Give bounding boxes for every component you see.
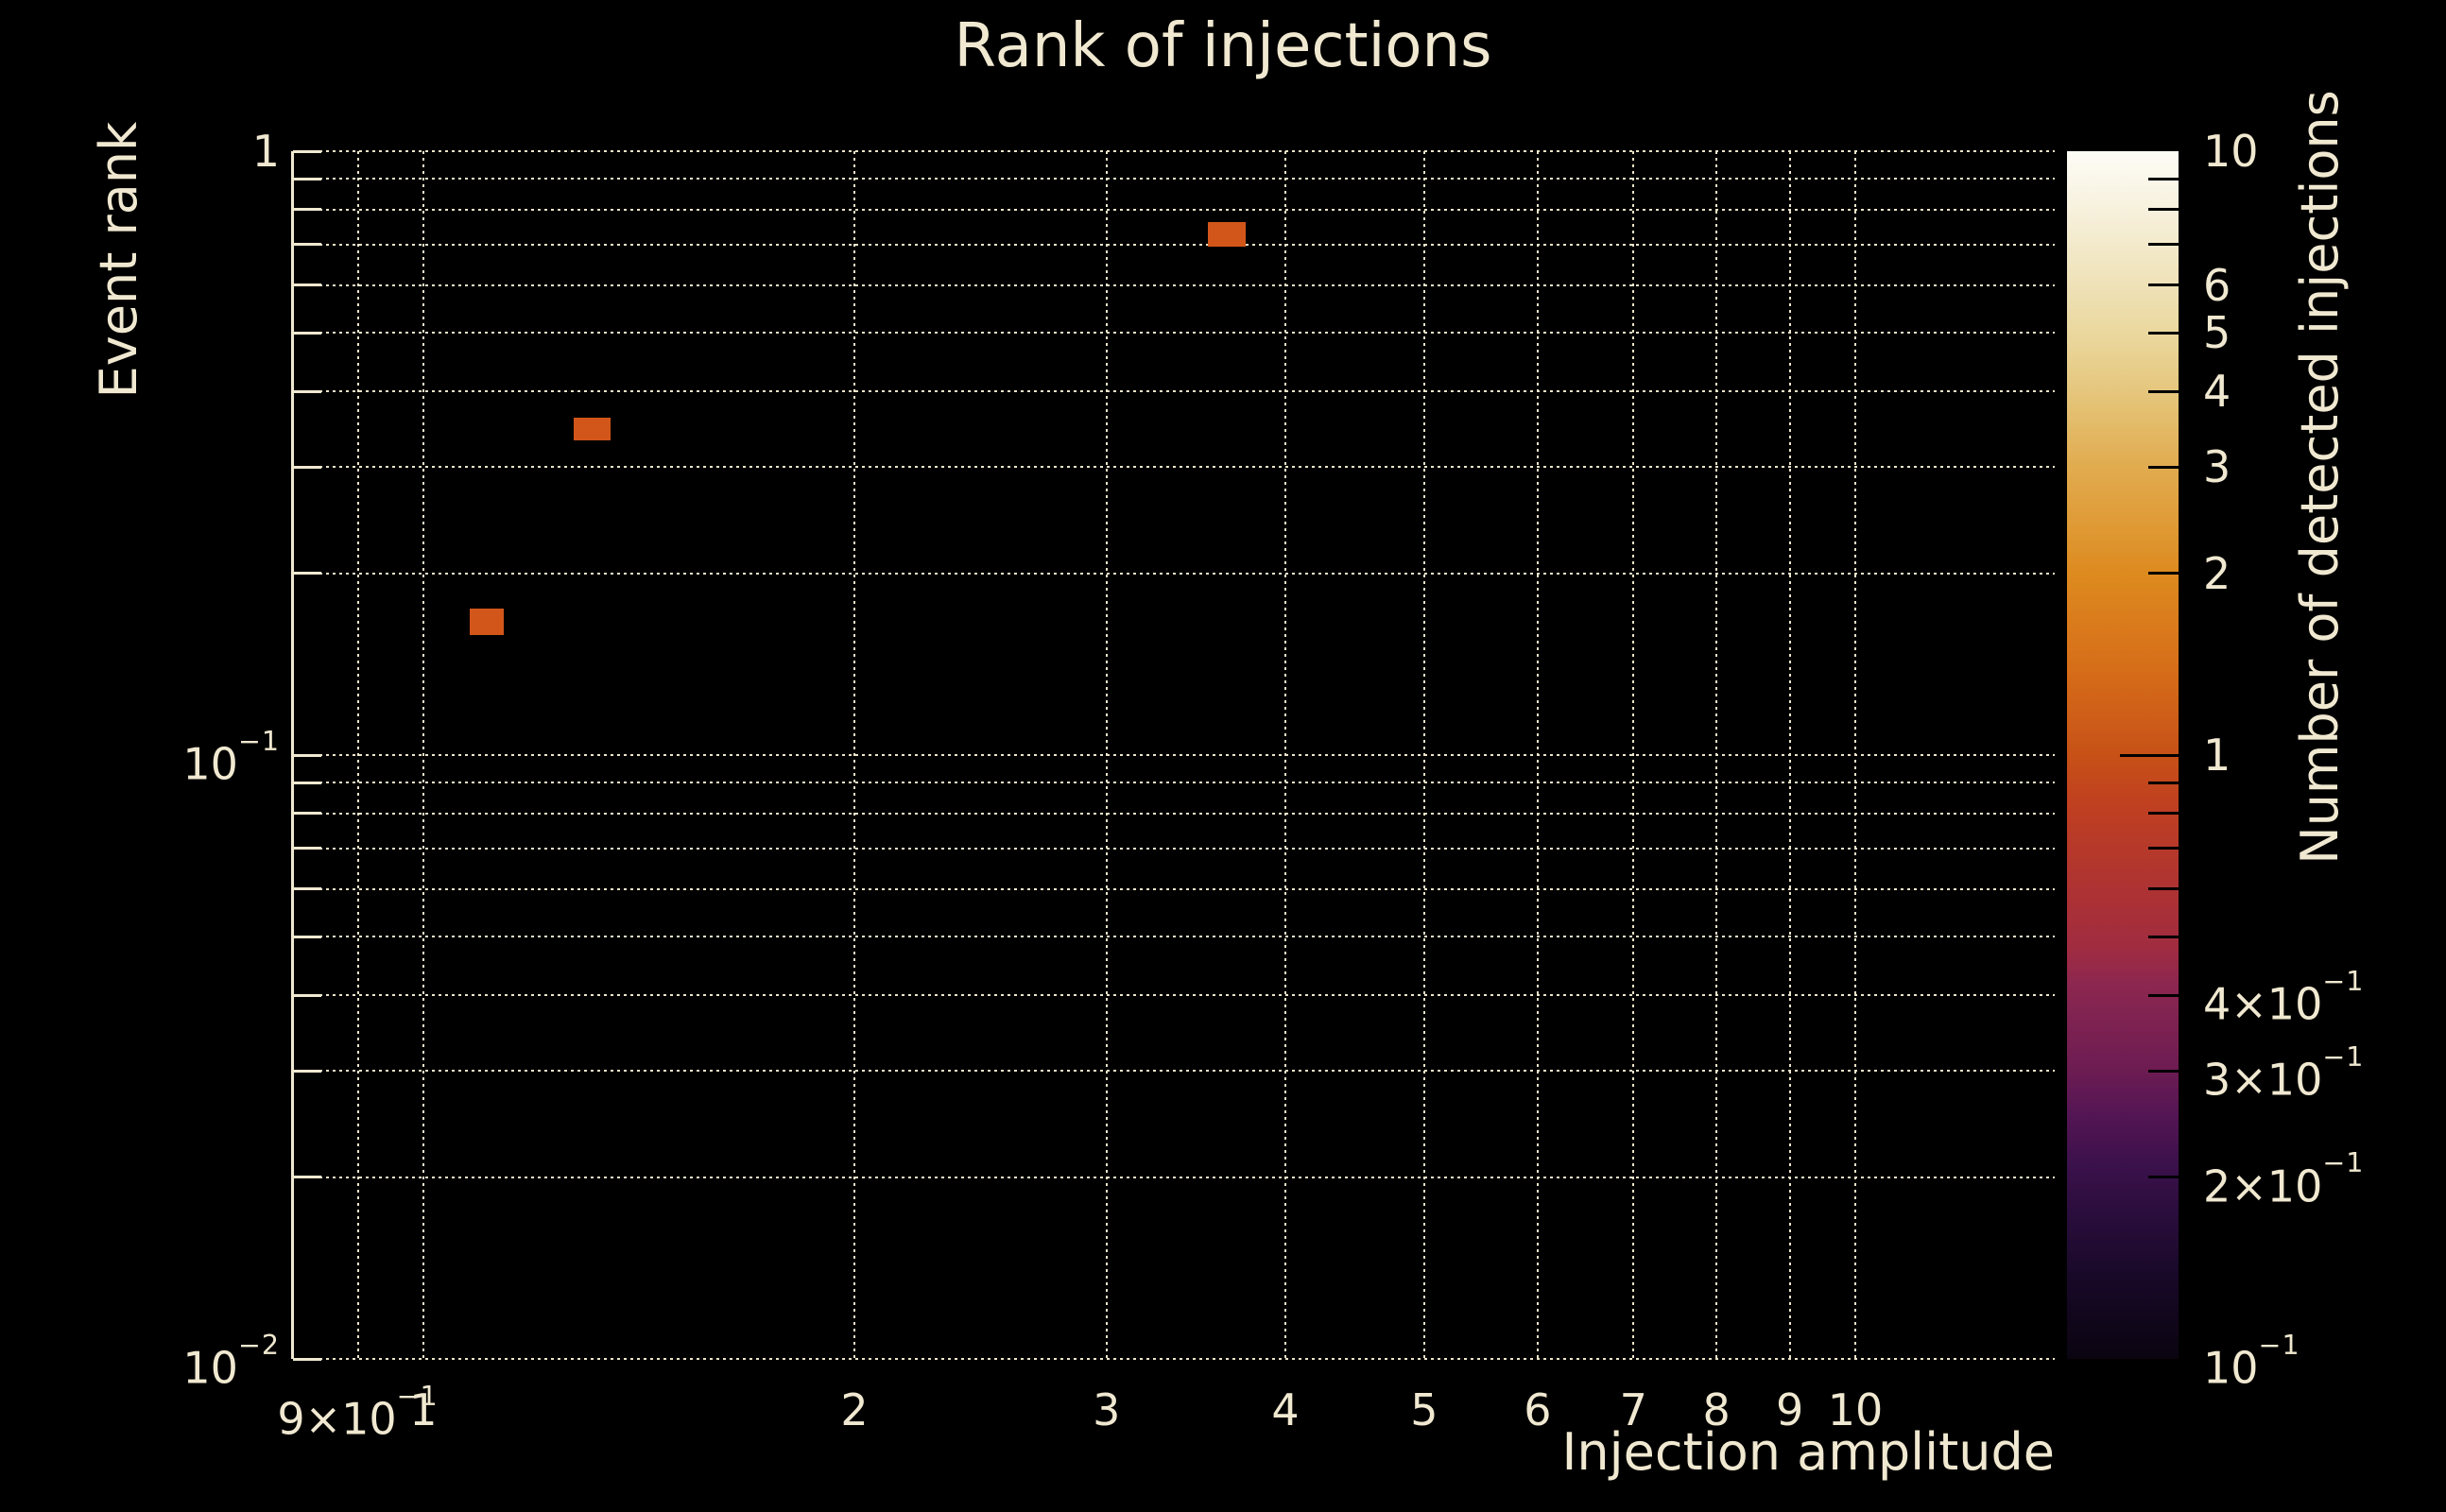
y-tick-mark: [293, 465, 321, 469]
colorbar-tick-label: 1: [2203, 730, 2231, 781]
x-tick-label: 6: [1524, 1384, 1552, 1435]
y-tick-label: 10−2: [182, 1329, 280, 1394]
colorbar-tick-label: 2×10−1: [2203, 1147, 2365, 1211]
colorbar-minor-tick: [2148, 781, 2179, 784]
colorbar-tick-label: 2: [2203, 547, 2231, 599]
colorbar-minor-tick: [2148, 847, 2179, 850]
colorbar-minor-tick: [2148, 887, 2179, 891]
y-gridline: [293, 178, 2055, 180]
y-gridline: [293, 847, 2055, 850]
x-tick-label: 7: [1619, 1384, 1647, 1435]
colorbar-tick-label: 10: [2203, 126, 2259, 177]
colorbar-minor-tick: [2148, 993, 2179, 997]
y-tick-mark: [293, 389, 321, 393]
colorbar-minor-tick: [2148, 208, 2179, 212]
x-tick-label: 9×10−1: [277, 1380, 439, 1445]
y-gridline: [293, 887, 2055, 890]
colorbar-tick-label: 4: [2203, 366, 2231, 418]
y-tick-mark: [293, 887, 321, 891]
y-tick-mark: [293, 284, 321, 287]
y-axis-title: Event rank: [89, 121, 148, 399]
y-gridline: [293, 994, 2055, 997]
x-tick-label: 10: [1827, 1384, 1884, 1435]
colorbar-minor-tick: [2148, 572, 2179, 576]
colorbar-tick-label: 6: [2203, 259, 2231, 311]
y-gridline: [293, 1358, 2055, 1360]
y-gridline: [293, 243, 2055, 246]
y-gridline: [293, 572, 2055, 575]
histogram-bin: [1207, 222, 1246, 247]
colorbar-minor-tick: [2148, 331, 2179, 335]
y-tick-mark: [293, 243, 321, 247]
x-axis-title: Injection amplitude: [1561, 1422, 2055, 1482]
y-tick-mark: [293, 177, 321, 180]
y-tick-mark: [293, 331, 321, 335]
colorbar-tick-label: 3: [2203, 441, 2231, 493]
y-gridline: [293, 332, 2055, 335]
y-gridline: [293, 1176, 2055, 1178]
histogram-bin: [469, 608, 505, 636]
colorbar-minor-tick: [2148, 177, 2179, 180]
y-tick-mark: [293, 1176, 321, 1179]
colorbar-minor-tick: [2148, 284, 2179, 287]
y-tick-mark: [293, 1069, 321, 1073]
chart-title: Rank of injections: [954, 11, 1492, 81]
colorbar-minor-tick: [2148, 389, 2179, 393]
colorbar-minor-tick: [2148, 243, 2179, 247]
y-tick-mark: [293, 149, 321, 153]
colorbar-minor-tick: [2148, 812, 2179, 816]
y-axis-line: [291, 151, 294, 1359]
colorbar-tick-label: 4×10−1: [2203, 966, 2365, 1030]
y-gridline: [293, 754, 2055, 756]
y-tick-label: 1: [251, 126, 280, 177]
colorbar-tick-label: 10−1: [2203, 1329, 2300, 1394]
y-gridline: [293, 208, 2055, 211]
y-gridline: [293, 390, 2055, 393]
y-gridline: [293, 150, 2055, 152]
y-tick-mark: [293, 812, 321, 816]
colorbar-minor-tick: [2148, 1069, 2179, 1073]
y-gridline: [293, 782, 2055, 784]
colorbar-tick-label: 5: [2203, 307, 2231, 359]
colorbar-minor-tick: [2148, 935, 2179, 938]
y-tick-mark: [293, 753, 321, 757]
y-tick-mark: [293, 572, 321, 576]
y-gridline: [293, 1070, 2055, 1073]
x-tick-label: 8: [1702, 1384, 1731, 1435]
x-tick-label: 9: [1776, 1384, 1804, 1435]
plot-area: [293, 150, 2055, 1360]
colorbar-tick-label: 3×10−1: [2203, 1040, 2365, 1106]
histogram-bin: [574, 417, 612, 440]
colorbar-title: Number of detected injections: [2290, 90, 2350, 865]
y-tick-label: 10−1: [182, 725, 280, 790]
y-gridline: [293, 466, 2055, 469]
x-tick-label: 2: [840, 1384, 869, 1435]
y-gridline: [293, 812, 2055, 815]
y-tick-mark: [293, 993, 321, 997]
y-tick-mark: [293, 781, 321, 784]
y-tick-mark: [293, 935, 321, 938]
y-gridline: [293, 284, 2055, 286]
colorbar-major-tick: [2120, 753, 2179, 757]
colorbar-minor-tick: [2148, 465, 2179, 469]
x-tick-label: 4: [1271, 1384, 1300, 1435]
y-tick-mark: [293, 208, 321, 212]
x-tick-label: 1: [409, 1384, 438, 1435]
y-tick-mark: [293, 1357, 321, 1361]
y-gridline: [293, 936, 2055, 938]
colorbar-minor-tick: [2148, 1176, 2179, 1179]
x-tick-label: 5: [1410, 1384, 1438, 1435]
x-tick-label: 3: [1093, 1384, 1121, 1435]
y-tick-mark: [293, 847, 321, 850]
